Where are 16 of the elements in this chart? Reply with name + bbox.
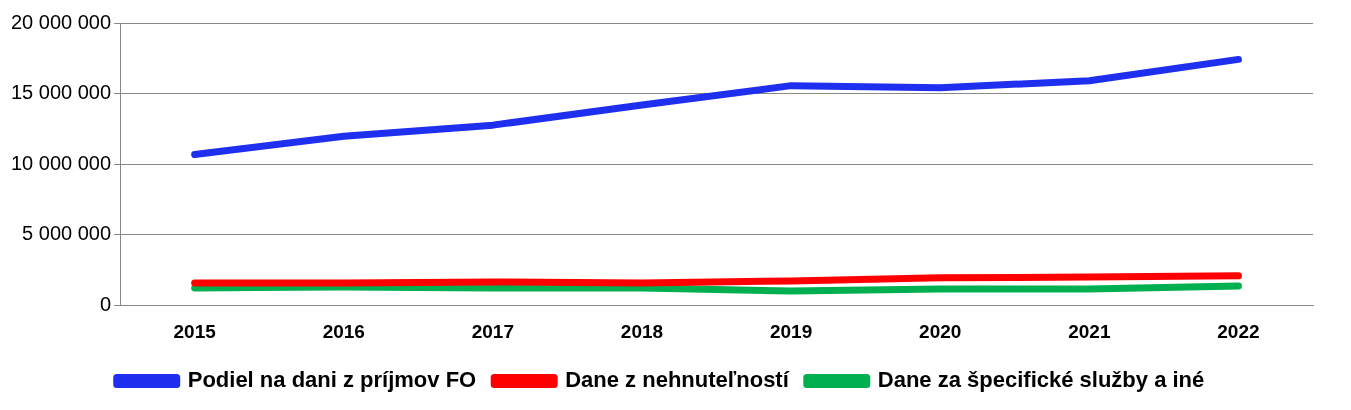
x-tick-label: 2021 [1068,320,1111,342]
x-tick-label: 2022 [1217,320,1260,342]
x-tick-label: 2015 [173,320,217,342]
x-tick-label: 2020 [919,320,962,342]
y-tick-label: 20 000 000 [10,10,112,33]
legend-label: Dane za špecifické služby a iné [877,367,1205,393]
x-tick-label: 2018 [620,320,664,342]
legend-label: Podiel na dani z príjmov FO [187,367,477,393]
legend-label: Dane z nehnuteľností [565,367,790,393]
x-tick-label: 2017 [471,320,515,342]
y-tick-label: 15 000 000 [10,81,112,104]
y-tick-label: 5 000 000 [22,222,112,245]
x-tick-label: 2016 [322,320,365,342]
y-tick-label: 10 000 000 [10,151,112,174]
x-tick-label: 2019 [769,320,813,342]
y-tick-label: 0 [99,292,112,315]
